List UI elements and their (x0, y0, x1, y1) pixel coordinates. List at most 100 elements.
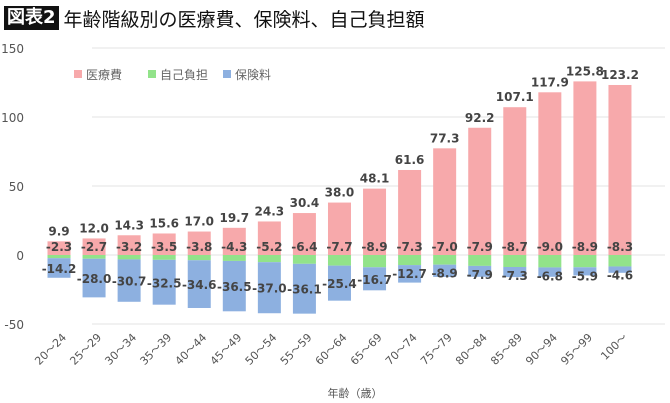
bar-self-pay (573, 255, 597, 268)
label-premium: -25.4 (322, 277, 357, 291)
bar-medical (573, 81, 597, 256)
bar-self-pay (257, 255, 281, 263)
bar-medical (292, 213, 316, 255)
legend-swatch (148, 70, 156, 78)
label-premium: -36.5 (217, 280, 252, 294)
bar-medical (538, 92, 562, 255)
bar-premium (292, 263, 316, 314)
label-premium: -5.9 (572, 269, 598, 283)
label-premium: -16.7 (357, 273, 392, 287)
bar-premium (47, 258, 71, 278)
label-self-pay: -7.0 (432, 240, 458, 254)
label-medical: 30.4 (290, 196, 320, 210)
bar-premium (82, 258, 106, 298)
label-medical: 123.2 (601, 68, 639, 82)
bar-premium (257, 262, 281, 314)
label-self-pay: -7.3 (396, 240, 422, 254)
bar-medical (327, 202, 351, 255)
legend-label: 医療費 (86, 67, 122, 82)
x-tick-label: 35～39 (138, 331, 175, 368)
bar-medical (468, 127, 492, 255)
label-premium: -7.9 (467, 268, 493, 282)
bar-medical (398, 169, 422, 255)
bar-medical (117, 235, 141, 255)
label-self-pay: -5.2 (256, 240, 282, 254)
legend-label: 自己負担 (160, 68, 208, 82)
label-premium: -28.0 (77, 272, 112, 286)
label-medical: 107.1 (496, 90, 534, 104)
label-self-pay: -2.3 (46, 240, 72, 254)
bar-premium (433, 264, 457, 277)
label-self-pay: -8.9 (572, 240, 598, 254)
x-tick-label: 65～69 (348, 331, 385, 368)
x-axis-label: 年齢（歳） (328, 386, 383, 400)
label-premium: -12.7 (392, 267, 427, 281)
bar-self-pay (187, 255, 211, 261)
bar-self-pay (222, 255, 246, 261)
bar-medical (608, 84, 632, 255)
bar-premium (363, 267, 387, 291)
label-self-pay: -9.0 (537, 240, 563, 254)
x-tick-label: 80～84 (453, 331, 490, 368)
label-medical: 117.9 (531, 75, 569, 89)
bar-premium (398, 265, 422, 283)
label-self-pay: -8.3 (607, 240, 633, 254)
bar-premium (573, 267, 597, 276)
label-medical: 125.8 (566, 64, 604, 78)
label-premium: -14.2 (42, 262, 77, 276)
bar-self-pay (82, 255, 106, 259)
label-premium: -7.3 (502, 269, 528, 283)
label-premium: -30.7 (112, 275, 147, 289)
label-medical: 12.0 (79, 221, 109, 235)
bar-self-pay (363, 255, 387, 268)
bar-medical (82, 238, 106, 255)
label-self-pay: -8.9 (361, 240, 387, 254)
label-premium: -6.8 (537, 269, 563, 283)
label-self-pay: -4.3 (221, 240, 247, 254)
bar-self-pay (503, 255, 527, 268)
bar-self-pay (327, 255, 351, 266)
label-self-pay: -3.2 (116, 240, 142, 254)
label-premium: -8.9 (432, 267, 458, 281)
label-self-pay: -6.4 (291, 240, 317, 254)
label-medical: 14.3 (114, 218, 144, 232)
y-tick-label: 150 (1, 42, 24, 56)
bar-self-pay (152, 255, 176, 260)
legend-swatch (74, 70, 82, 78)
bar-self-pay (433, 255, 457, 265)
x-tick-label: 55～59 (278, 331, 315, 368)
label-medical: 9.9 (48, 224, 69, 238)
x-tick-label: 50～54 (243, 331, 280, 368)
x-tick-label: 100～ (598, 331, 630, 363)
label-premium: -37.0 (252, 282, 287, 296)
bar-self-pay (292, 255, 316, 264)
x-tick-label: 60～64 (313, 331, 350, 368)
bar-medical (363, 188, 387, 255)
bar-medical (187, 231, 211, 255)
figure-badge: 図表2 (4, 6, 59, 30)
bar-premium (117, 259, 141, 302)
label-medical: 17.0 (184, 215, 214, 229)
bar-self-pay (47, 255, 71, 259)
label-medical: 61.6 (395, 153, 425, 167)
x-tick-label: 25～29 (67, 331, 104, 368)
bar-self-pay (398, 255, 422, 266)
x-tick-label: 75～79 (418, 331, 455, 368)
label-medical: 48.1 (360, 172, 390, 186)
label-self-pay: -7.7 (326, 240, 352, 254)
bar-medical (503, 107, 527, 256)
x-tick-label: 30～34 (102, 331, 139, 368)
bar-premium (503, 267, 527, 278)
y-tick-label: 100 (1, 111, 24, 125)
bar-premium (608, 266, 632, 273)
x-tick-label: 40～44 (173, 331, 210, 368)
bar-medical (152, 233, 176, 255)
chart-title: 図表2 年齢階級別の医療費、保険料、自己負担額 (4, 5, 425, 31)
label-medical: 77.3 (430, 131, 460, 145)
bar-medical (47, 241, 71, 255)
y-tick-label: 0 (16, 249, 24, 263)
bar-self-pay (117, 255, 141, 260)
label-premium: -36.1 (287, 283, 322, 297)
title-text: 年齢階級別の医療費、保険料、自己負担額 (63, 8, 425, 31)
